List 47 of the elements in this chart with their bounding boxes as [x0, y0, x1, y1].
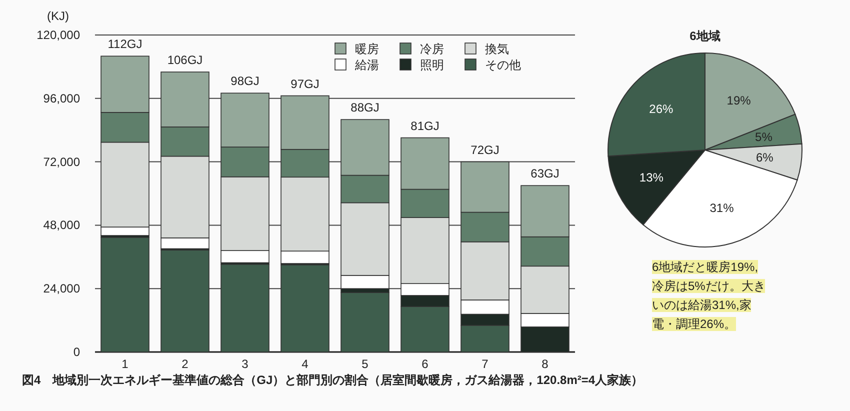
x-tick-label: 6 [422, 357, 429, 371]
y-tick-label: 96,000 [43, 91, 80, 106]
y-tick-label: 24,000 [43, 282, 80, 296]
legend-label: 冷房 [420, 42, 444, 56]
x-tick-label: 7 [482, 357, 489, 371]
legend-label: 給湯 [354, 58, 379, 72]
legend-label: 暖房 [355, 42, 379, 56]
data-label: 26% [649, 102, 674, 116]
chart-title: 6地域 [690, 29, 720, 43]
data-label: 5% [755, 130, 773, 144]
data-label: 31% [710, 200, 734, 215]
bar [280, 264, 330, 352]
bar [400, 306, 450, 352]
y-axis-title: (KJ) [47, 9, 69, 23]
x-tick-label: 4 [302, 357, 309, 371]
x-tick-label: 2 [182, 357, 189, 371]
x-tick-label: 8 [542, 357, 549, 371]
text: 6地域だと暖房19%,冷房は5%だけ。大きいのは給湯31%,家電・調理26%。 [652, 260, 766, 331]
annotation: 88GJ [350, 100, 380, 115]
y-tick-label: 0 [73, 345, 80, 359]
annotation: 72GJ [470, 142, 500, 157]
x-tick-label: 5 [362, 357, 369, 371]
y-tick-label: 48,000 [43, 218, 80, 232]
legend-label: 換気 [485, 42, 509, 56]
bar [460, 324, 510, 352]
caption: 図4 地域別一次エネルギー基準値の総合（GJ）と部門別の割合（居室間歇暖房，ガス給湯器，120.8m²=4人家族） [22, 373, 644, 387]
x-tick-label: 1 [122, 357, 129, 371]
y-tick-label: 72,000 [43, 154, 80, 169]
data-label: 19% [726, 93, 752, 108]
data-label: 13% [639, 170, 664, 184]
bar [340, 292, 390, 352]
annotation: 63GJ [530, 166, 560, 181]
y-tick-label: 120,000 [36, 28, 80, 42]
annotation: 106GJ [167, 52, 203, 67]
annotation: 98GJ [230, 74, 260, 88]
annotation: 97GJ [290, 76, 320, 91]
bar [220, 264, 270, 352]
data-label: 6% [756, 150, 774, 165]
legend-label: その他 [485, 58, 521, 72]
bar [160, 250, 210, 352]
x-tick-label: 3 [242, 357, 249, 371]
annotation: 112GJ [108, 37, 142, 52]
bar [400, 295, 450, 307]
bar [460, 314, 510, 326]
annotation: 81GJ [410, 119, 440, 134]
legend-label: 照明 [420, 58, 444, 72]
bar [100, 236, 150, 352]
